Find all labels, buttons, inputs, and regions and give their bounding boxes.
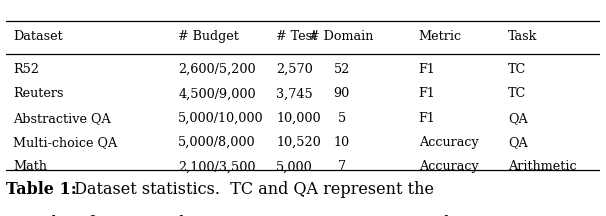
- Text: QA: QA: [508, 112, 528, 125]
- Text: QA: QA: [508, 136, 528, 149]
- Text: 10,520: 10,520: [276, 136, 321, 149]
- Text: # Test: # Test: [276, 30, 318, 43]
- Text: 5: 5: [338, 112, 346, 125]
- Text: Task: Task: [508, 30, 538, 43]
- Text: 10,000: 10,000: [276, 112, 321, 125]
- Text: F1: F1: [419, 63, 436, 76]
- Text: text classification and question answering, respectively.: text classification and question answeri…: [6, 215, 462, 216]
- Text: 2,100/3,500: 2,100/3,500: [178, 160, 256, 173]
- Text: 4,500/9,000: 4,500/9,000: [178, 87, 256, 100]
- Text: 10: 10: [333, 136, 350, 149]
- Text: 5,000/8,000: 5,000/8,000: [178, 136, 256, 149]
- Text: 5,000/10,000: 5,000/10,000: [178, 112, 264, 125]
- Text: 2,600/5,200: 2,600/5,200: [178, 63, 256, 76]
- Text: Metric: Metric: [419, 30, 462, 43]
- Text: 2,570: 2,570: [276, 63, 313, 76]
- Text: Accuracy: Accuracy: [419, 136, 479, 149]
- Text: # Domain: # Domain: [310, 30, 374, 43]
- Text: Arithmetic: Arithmetic: [508, 160, 576, 173]
- Text: Accuracy: Accuracy: [419, 160, 479, 173]
- Text: Multi-choice QA: Multi-choice QA: [13, 136, 118, 149]
- Text: 5,000: 5,000: [276, 160, 313, 173]
- Text: Reuters: Reuters: [13, 87, 64, 100]
- Text: Table 1:: Table 1:: [6, 181, 77, 199]
- Text: # Budget: # Budget: [178, 30, 239, 43]
- Text: TC: TC: [508, 87, 526, 100]
- Text: Dataset: Dataset: [13, 30, 63, 43]
- Text: Dataset statistics.  TC and QA represent the: Dataset statistics. TC and QA represent …: [64, 181, 434, 199]
- Text: F1: F1: [419, 87, 436, 100]
- Text: Math: Math: [13, 160, 47, 173]
- Text: F1: F1: [419, 112, 436, 125]
- Text: TC: TC: [508, 63, 526, 76]
- Text: 90: 90: [333, 87, 350, 100]
- Text: 3,745: 3,745: [276, 87, 313, 100]
- Text: 52: 52: [333, 63, 350, 76]
- Text: Abstractive QA: Abstractive QA: [13, 112, 111, 125]
- Text: R52: R52: [13, 63, 39, 76]
- Text: 7: 7: [338, 160, 345, 173]
